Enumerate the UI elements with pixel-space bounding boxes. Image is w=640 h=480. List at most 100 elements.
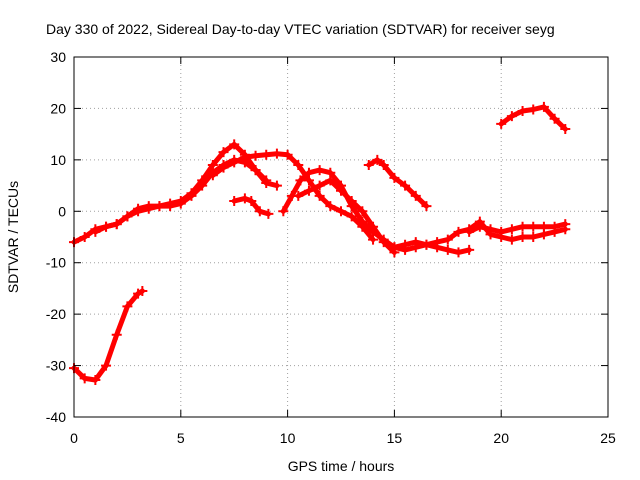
data-point <box>218 162 229 173</box>
data-point <box>293 190 304 201</box>
data-point <box>295 175 306 186</box>
data-point <box>506 234 517 245</box>
y-tick-label: -20 <box>46 306 66 322</box>
data-point <box>421 201 432 212</box>
data-point <box>464 244 475 255</box>
data-point <box>528 104 539 115</box>
series-arc-11 <box>496 101 571 134</box>
data-point <box>442 234 453 245</box>
series-arc-7 <box>293 175 400 258</box>
data-point <box>254 206 265 217</box>
data-point <box>400 180 411 191</box>
data-point <box>197 175 208 186</box>
data-point <box>378 237 389 248</box>
data-point <box>517 106 528 116</box>
data-point <box>372 154 383 165</box>
data-point <box>389 172 400 183</box>
data-point <box>346 196 357 206</box>
data-point <box>363 160 374 170</box>
data-point <box>101 221 112 232</box>
data-point <box>79 232 90 242</box>
data-point <box>143 201 154 212</box>
data-point <box>336 185 346 196</box>
data-point <box>560 124 571 134</box>
data-point <box>250 165 261 176</box>
data-point <box>101 360 112 371</box>
data-point <box>207 170 218 181</box>
data-point <box>538 101 549 112</box>
data-point <box>271 148 282 159</box>
data-point <box>122 301 133 312</box>
data-point <box>111 329 122 340</box>
data-point <box>271 180 282 191</box>
data-point <box>218 147 229 158</box>
data-point <box>453 226 464 237</box>
axis-ticks <box>73 56 609 418</box>
chart-title: Day 330 of 2022, Sidereal Day-to-day VTE… <box>46 21 555 37</box>
data-point <box>389 242 400 253</box>
data-point <box>378 160 389 170</box>
data-point <box>90 226 101 237</box>
series-arc-10 <box>464 219 571 237</box>
data-point <box>506 111 517 122</box>
data-point <box>432 237 443 248</box>
data-point <box>496 118 507 129</box>
data-point <box>528 232 539 242</box>
data-point <box>239 152 250 163</box>
data-point <box>122 211 133 222</box>
data-point <box>400 239 411 250</box>
data-point <box>485 224 496 235</box>
data-point <box>421 239 432 250</box>
data-point <box>261 178 272 188</box>
data-point <box>303 185 314 196</box>
series-arc-9 <box>389 216 571 253</box>
series-line <box>210 151 376 243</box>
data-point <box>79 373 90 384</box>
data-point <box>442 244 453 255</box>
data-point <box>549 221 560 232</box>
series-arc-6 <box>278 165 475 258</box>
data-point <box>336 206 346 217</box>
data-point <box>239 193 250 204</box>
data-point <box>263 208 274 219</box>
data-point <box>250 150 261 161</box>
tick-labels: 0 5 10 15 20 25 -40 -30 -20 -10 0 10 20 30 <box>46 49 616 446</box>
data-point <box>528 221 539 232</box>
data-point <box>278 206 289 217</box>
data-point <box>282 149 293 160</box>
y-tick-label: 10 <box>50 152 66 168</box>
data-point <box>357 206 368 217</box>
data-point <box>314 165 325 176</box>
data-point <box>453 247 464 258</box>
y-axis-label: SDTVAR / TECUs <box>5 181 21 293</box>
data-point <box>293 160 304 170</box>
data-point <box>496 226 507 237</box>
series-arc-1 <box>69 286 148 385</box>
data-point <box>154 201 165 212</box>
data-point <box>560 219 571 230</box>
data-point <box>186 188 197 199</box>
data-point <box>410 237 421 248</box>
data-point <box>357 216 368 227</box>
data-point <box>303 167 314 178</box>
data-point <box>229 139 240 150</box>
data-point <box>137 286 148 296</box>
y-tick-label: -40 <box>46 409 66 425</box>
data-point <box>314 190 325 201</box>
data-point <box>464 226 475 237</box>
data-point <box>246 196 257 206</box>
data-point <box>538 221 549 232</box>
data-point <box>175 196 186 206</box>
data-point <box>111 219 122 230</box>
x-tick-label: 10 <box>280 430 296 446</box>
x-tick-label: 25 <box>600 430 616 446</box>
data-point <box>207 160 218 170</box>
y-tick-label: 20 <box>50 100 66 116</box>
data-point <box>229 157 240 168</box>
data-point <box>346 211 357 222</box>
data-point <box>517 221 528 232</box>
data-point <box>368 221 379 232</box>
x-tick-label: 15 <box>387 430 403 446</box>
